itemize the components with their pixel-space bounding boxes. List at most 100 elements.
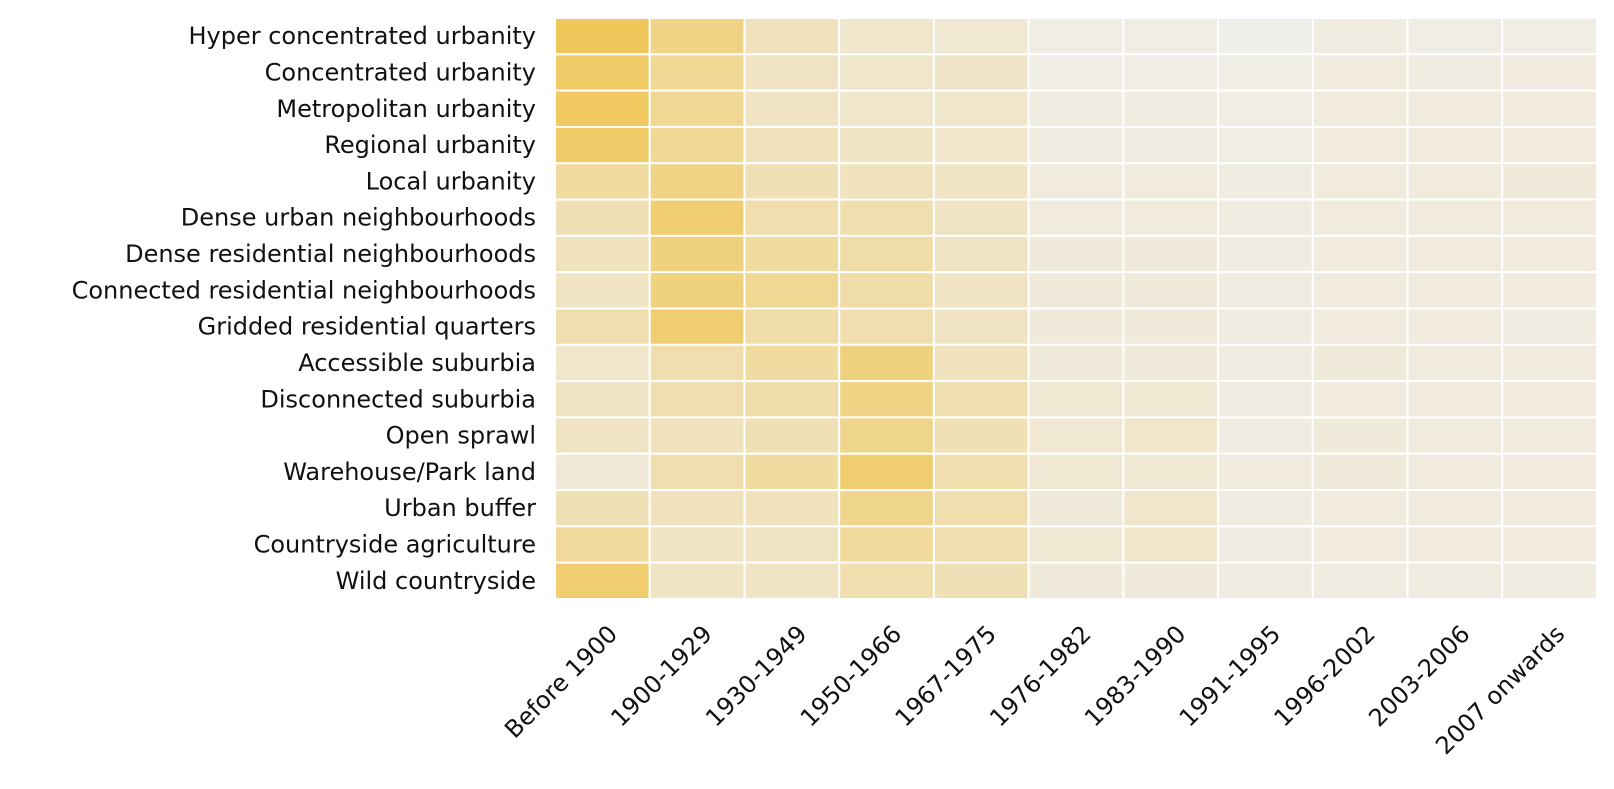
heatmap-cell bbox=[743, 452, 841, 492]
heatmap-cell bbox=[1122, 452, 1220, 492]
heatmap-cell bbox=[648, 489, 746, 528]
row-label: Hyper concentrated urbanity bbox=[188, 22, 536, 50]
heatmap-cell bbox=[838, 125, 935, 165]
heatmap-cell bbox=[1122, 561, 1220, 600]
heatmap-cell bbox=[1501, 234, 1598, 274]
heatmap-cell bbox=[1027, 489, 1125, 528]
heatmap-cell bbox=[743, 271, 841, 310]
heatmap-cell bbox=[838, 198, 935, 237]
heatmap-cell bbox=[932, 525, 1030, 564]
heatmap-cell bbox=[1501, 561, 1598, 600]
row-labels: Hyper concentrated urbanity Concentrated … bbox=[72, 22, 537, 595]
heatmap-cell bbox=[932, 271, 1030, 310]
heatmap-cell bbox=[1027, 307, 1125, 346]
heatmap-cell bbox=[648, 452, 746, 492]
heatmap-cell bbox=[932, 53, 1030, 92]
heatmap-cell bbox=[1122, 307, 1220, 346]
heatmap-cell bbox=[648, 343, 746, 383]
heatmap-cell bbox=[1406, 343, 1504, 383]
heatmap-cell bbox=[932, 561, 1030, 600]
heatmap-cell bbox=[554, 343, 651, 383]
heatmap-cell bbox=[648, 17, 746, 56]
heatmap-cell bbox=[648, 234, 746, 274]
heatmap-cell bbox=[1501, 162, 1598, 201]
heatmap-cell bbox=[1217, 271, 1314, 310]
heatmap-cell bbox=[838, 525, 935, 564]
heatmap-cell bbox=[1406, 525, 1504, 564]
heatmap-cell bbox=[1311, 343, 1409, 383]
heatmap-cell bbox=[743, 380, 841, 419]
heatmap-cell bbox=[1406, 234, 1504, 274]
heatmap-cell bbox=[1217, 416, 1314, 455]
heatmap-cell bbox=[838, 380, 935, 419]
row-label: Local urbanity bbox=[366, 167, 536, 195]
heatmap-cell bbox=[554, 198, 651, 237]
column-label: 1950-1966 bbox=[795, 620, 907, 732]
heatmap-cell bbox=[1501, 125, 1598, 165]
heatmap-cell bbox=[1311, 452, 1409, 492]
heatmap-cell bbox=[554, 271, 651, 310]
column-label: 1900-1929 bbox=[605, 620, 717, 732]
heatmap-cell bbox=[1501, 89, 1598, 128]
heatmap-cell bbox=[1027, 452, 1125, 492]
heatmap-cell bbox=[1217, 307, 1314, 346]
heatmap-cell bbox=[1217, 380, 1314, 419]
heatmap-cell bbox=[838, 234, 935, 274]
row-label: Wild countryside bbox=[336, 567, 536, 595]
heatmap-cell bbox=[554, 17, 651, 56]
column-label: 1983-1990 bbox=[1079, 620, 1191, 732]
heatmap-cell bbox=[1122, 198, 1220, 237]
heatmap-cell bbox=[1122, 343, 1220, 383]
heatmap-cell bbox=[554, 234, 651, 274]
heatmap-cell bbox=[743, 234, 841, 274]
heatmap-cell bbox=[554, 89, 651, 128]
heatmap-cell bbox=[1501, 198, 1598, 237]
heatmap-cell bbox=[932, 234, 1030, 274]
heatmap-cell bbox=[1406, 198, 1504, 237]
heatmap-cell bbox=[648, 271, 746, 310]
heatmap-cell bbox=[1122, 89, 1220, 128]
heatmap-cell bbox=[1027, 561, 1125, 600]
heatmap-cell bbox=[1406, 53, 1504, 92]
heatmap-cell bbox=[1406, 380, 1504, 419]
heatmap-cell bbox=[1311, 53, 1409, 92]
heatmap-cell bbox=[1311, 125, 1409, 165]
row-label: Disconnected suburbia bbox=[260, 385, 536, 413]
heatmap-cell bbox=[648, 125, 746, 165]
heatmap-cell bbox=[932, 162, 1030, 201]
heatmap-cell bbox=[554, 561, 651, 600]
heatmap-cell bbox=[1217, 89, 1314, 128]
heatmap-cell bbox=[1311, 271, 1409, 310]
heatmap-cell bbox=[932, 89, 1030, 128]
heatmap-cell bbox=[1122, 162, 1220, 201]
heatmap-cell bbox=[838, 452, 935, 492]
heatmap-cell bbox=[1027, 162, 1125, 201]
heatmap-cell bbox=[1217, 561, 1314, 600]
heatmap-cell bbox=[1406, 489, 1504, 528]
heatmap-cell bbox=[838, 89, 935, 128]
heatmap-cell bbox=[1217, 489, 1314, 528]
heatmap-cell bbox=[648, 89, 746, 128]
heatmap-cell bbox=[1406, 307, 1504, 346]
heatmap-cells bbox=[554, 17, 1598, 600]
column-labels: Before 19001900-19291930-19491950-196619… bbox=[499, 620, 1570, 760]
heatmap-cell bbox=[1311, 561, 1409, 600]
row-label: Warehouse/Park land bbox=[283, 458, 536, 486]
heatmap-cell bbox=[1027, 343, 1125, 383]
heatmap-cell bbox=[743, 307, 841, 346]
heatmap-cell bbox=[743, 125, 841, 165]
row-label: Metropolitan urbanity bbox=[276, 95, 536, 123]
heatmap-cell bbox=[1122, 380, 1220, 419]
heatmap-cell bbox=[1027, 53, 1125, 92]
heatmap-cell bbox=[1122, 416, 1220, 455]
heatmap-cell bbox=[554, 162, 651, 201]
heatmap-cell bbox=[554, 452, 651, 492]
heatmap-cell bbox=[554, 380, 651, 419]
heatmap-cell bbox=[1217, 234, 1314, 274]
heatmap-cell bbox=[554, 125, 651, 165]
row-label: Dense urban neighbourhoods bbox=[181, 204, 536, 232]
heatmap-cell bbox=[1027, 17, 1125, 56]
heatmap-cell bbox=[554, 416, 651, 455]
heatmap-cell bbox=[554, 525, 651, 564]
column-label: 1976-1982 bbox=[984, 620, 1096, 732]
